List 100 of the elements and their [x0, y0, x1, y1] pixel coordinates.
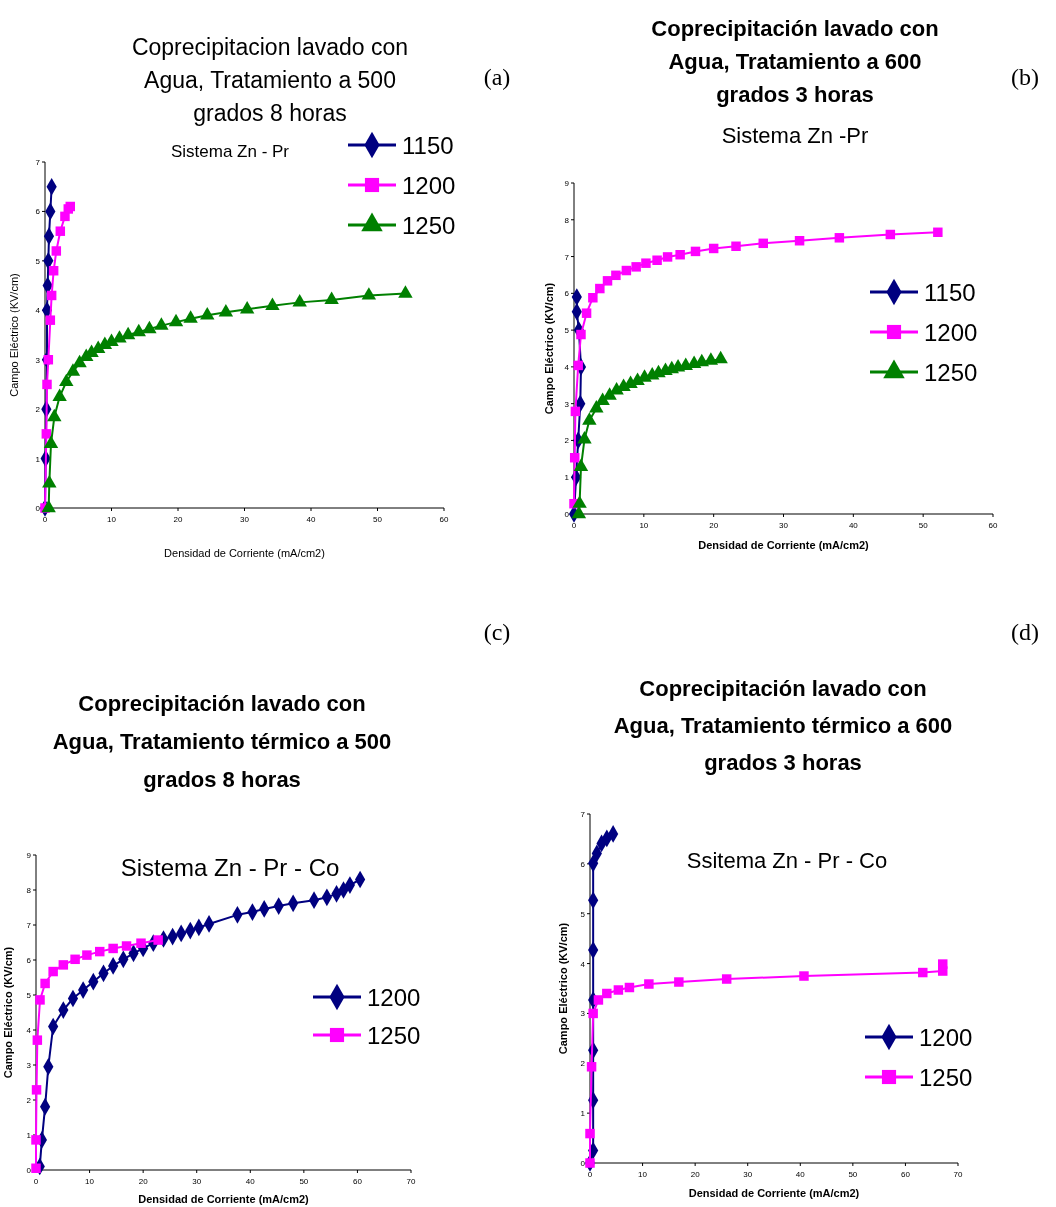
point [43, 435, 59, 448]
point [621, 265, 632, 276]
x-axis-title: Densidad de Corriente (mA/cm2) [164, 547, 325, 559]
point [183, 310, 198, 323]
point [569, 452, 580, 463]
point [32, 1035, 43, 1045]
point [588, 1008, 598, 1019]
point [40, 978, 50, 989]
y-tick-label: 6 [564, 289, 570, 299]
point [70, 954, 80, 965]
legend-label: 1250 [402, 212, 456, 239]
point [571, 505, 587, 519]
point [585, 1158, 595, 1168]
point [576, 329, 586, 340]
text: (a) [483, 64, 511, 90]
point [142, 320, 157, 334]
y-tick-label: 8 [26, 886, 32, 895]
point [42, 379, 52, 390]
x-tick-label: 60 [988, 521, 998, 530]
point [799, 971, 809, 981]
y-tick-label: 5 [26, 991, 32, 1000]
y-tick-label: 4 [580, 959, 586, 969]
point [834, 233, 845, 243]
y-tick-label: 6 [580, 859, 586, 869]
x-tick-label: 30 [779, 521, 789, 530]
point [45, 315, 56, 325]
x-tick-label: 40 [795, 1170, 806, 1179]
point [108, 943, 118, 954]
point [585, 1128, 595, 1139]
text: (c) [483, 619, 511, 645]
legend-label: 1250 [919, 1064, 973, 1091]
point [611, 270, 621, 281]
y-tick-label: 3 [580, 1009, 586, 1019]
y-axis-title: Campo Eléctrico (KV/cm) [2, 946, 14, 1079]
x-tick-label: 70 [953, 1170, 963, 1179]
y-tick-label: 4 [564, 362, 570, 372]
point [652, 255, 662, 265]
x-tick-label: 50 [373, 515, 383, 524]
point [292, 294, 307, 307]
y-tick-label: 1 [26, 1131, 32, 1140]
point [41, 499, 56, 513]
y-tick-label: 8 [564, 215, 570, 225]
y-tick-label: 6 [26, 956, 32, 965]
point [572, 495, 587, 508]
point [95, 946, 105, 957]
y-tick-label: 1 [564, 473, 570, 483]
text: (d) [1011, 619, 1039, 645]
point [48, 266, 59, 276]
x-tick-label: 70 [406, 1177, 416, 1186]
point [55, 226, 66, 236]
point [675, 249, 685, 260]
point [398, 285, 413, 298]
point [602, 276, 613, 286]
legend-label: 1200 [367, 984, 421, 1011]
point [31, 1085, 42, 1095]
x-axis-title: Densidad de Corriente (mA/cm2) [698, 539, 870, 551]
point [58, 960, 69, 970]
y-tick-label: 4 [26, 1026, 32, 1035]
legend-label: 1200 [919, 1024, 973, 1051]
point [938, 959, 948, 969]
point [602, 988, 612, 999]
legend-label: 1150 [402, 132, 454, 159]
y-tick-label: 3 [26, 1061, 32, 1070]
x-tick-label: 10 [638, 1170, 648, 1179]
y-tick-label: 0 [580, 1159, 586, 1168]
y-tick-label: 2 [580, 1059, 586, 1069]
x-tick-label: 40 [245, 1177, 256, 1186]
y-tick-label: 2 [564, 436, 570, 446]
x-tick-label: 20 [690, 1170, 701, 1179]
y-tick-label: 1 [35, 454, 41, 464]
y-tick-label: 9 [26, 851, 32, 860]
point [713, 350, 728, 364]
point [690, 246, 701, 257]
legend-label: 1200 [402, 172, 456, 199]
point [65, 363, 81, 376]
point [154, 317, 169, 330]
legend-label: 1150 [924, 279, 976, 306]
chart-title: Coprecipitación lavado con Agua, Tratamiento a 600 grados 3 horas [651, 16, 939, 107]
x-tick-label: 10 [107, 515, 117, 524]
x-tick-label: 50 [918, 521, 929, 530]
point [644, 979, 654, 989]
point [48, 966, 58, 977]
legend-label: 1250 [367, 1022, 421, 1049]
y-tick-label: 5 [35, 256, 41, 266]
point [136, 938, 146, 948]
x-tick-label: 50 [299, 1177, 309, 1186]
point [570, 406, 581, 417]
point [46, 290, 57, 301]
y-tick-label: 5 [580, 909, 586, 919]
legend-label: 1200 [924, 319, 978, 346]
x-tick-label: 40 [306, 515, 316, 524]
x-tick-label: 10 [639, 521, 649, 530]
point [52, 388, 67, 401]
point [708, 243, 719, 254]
text: (b) [1011, 64, 1039, 90]
y-tick-label: 7 [564, 252, 570, 262]
point [586, 1062, 597, 1072]
annotation: Sistema Zn - Pr - Co [120, 854, 340, 881]
x-tick-label: 30 [192, 1177, 202, 1186]
chart-title: Coprecipitación lavado con Agua, Tratamiento térmico a 500 grados 8 horas [52, 691, 392, 792]
